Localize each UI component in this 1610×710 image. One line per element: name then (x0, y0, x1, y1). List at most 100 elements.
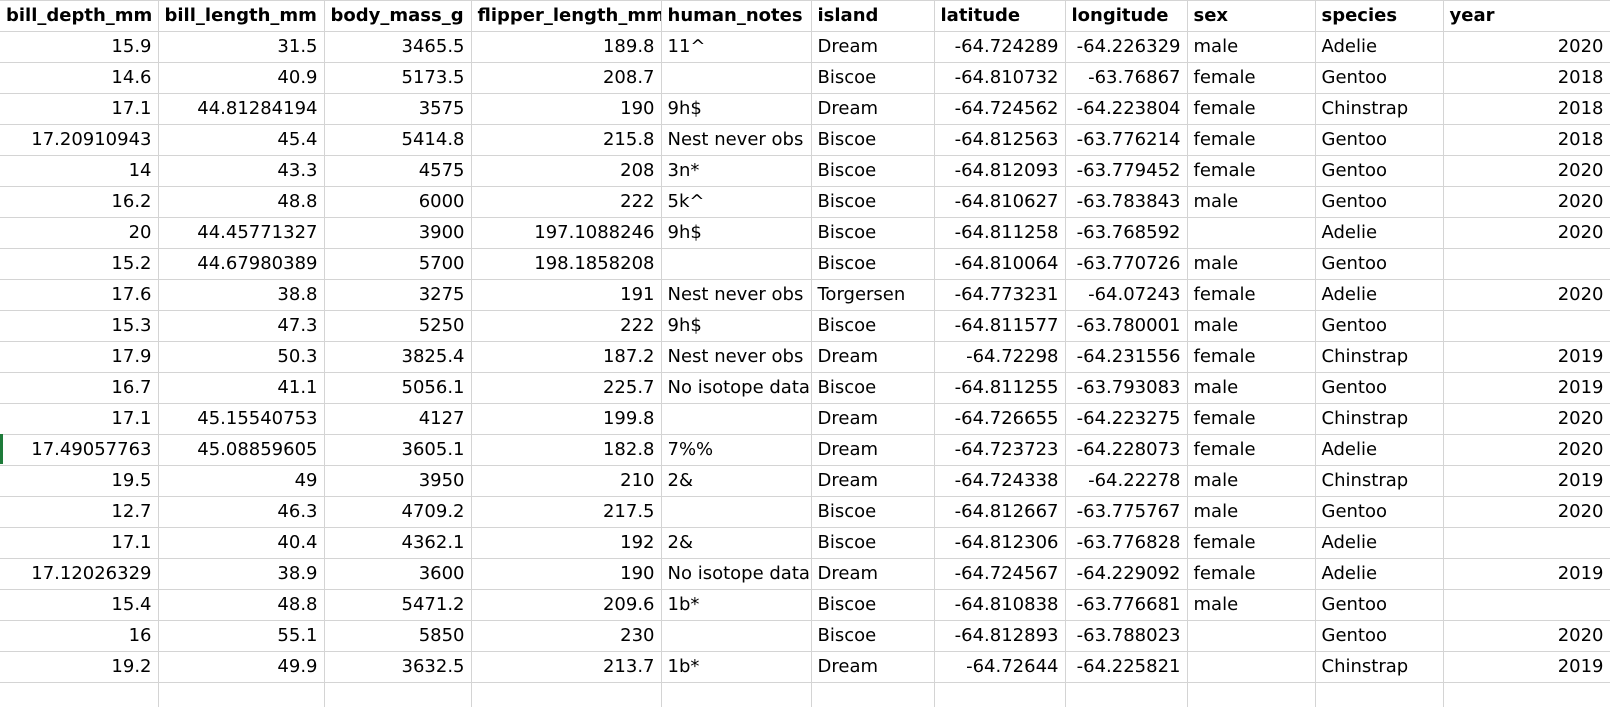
cell-flipper-length-mm[interactable]: 182.8 (471, 434, 662, 466)
cell-longitude[interactable]: -64.07243 (1065, 279, 1188, 311)
cell-latitude[interactable]: -64.724567 (934, 558, 1066, 590)
cell-human-notes[interactable]: 2& (661, 465, 812, 497)
cell-sex[interactable]: male (1187, 248, 1316, 280)
cell-species[interactable]: Gentoo (1315, 620, 1444, 652)
cell-body-mass-g[interactable]: 4362.1 (324, 527, 472, 559)
cell-longitude[interactable]: -64.226329 (1065, 31, 1188, 63)
cell-flipper-length-mm[interactable]: 198.1858208 (471, 248, 662, 280)
cell-bill-length-mm[interactable]: 44.67980389 (158, 248, 325, 280)
cell-bill-length-mm[interactable]: 50.3 (158, 341, 325, 373)
cell-island[interactable]: Dream (811, 651, 935, 683)
cell-year[interactable] (1443, 248, 1610, 280)
cell-bill-length-mm[interactable]: 45.15540753 (158, 403, 325, 435)
cell-bill-length-mm[interactable]: 40.4 (158, 527, 325, 559)
cell-island[interactable]: Biscoe (811, 496, 935, 528)
cell-sex[interactable]: female (1187, 279, 1316, 311)
cell-island[interactable]: Dream (811, 558, 935, 590)
cell-longitude[interactable]: -63.780001 (1065, 310, 1188, 342)
cell-longitude[interactable]: -64.228073 (1065, 434, 1188, 466)
column-header-bill-length-mm[interactable]: bill_length_mm (158, 0, 325, 32)
column-header-latitude[interactable]: latitude (934, 0, 1066, 32)
cell-bill-depth-mm[interactable]: 17.1 (0, 403, 159, 435)
cell-human-notes[interactable] (661, 248, 812, 280)
cell-year[interactable]: 2019 (1443, 465, 1610, 497)
cell-bill-depth-mm[interactable]: 15.3 (0, 310, 159, 342)
cell-latitude[interactable]: -64.811258 (934, 217, 1066, 249)
cell-body-mass-g[interactable]: 5056.1 (324, 372, 472, 404)
cell-longitude[interactable]: -63.779452 (1065, 155, 1188, 187)
cell-year[interactable]: 2019 (1443, 372, 1610, 404)
cell-longitude[interactable]: -64.22278 (1065, 465, 1188, 497)
cell-longitude[interactable]: -63.776681 (1065, 589, 1188, 621)
cell-body-mass-g[interactable]: 3465.5 (324, 31, 472, 63)
cell-year[interactable]: 2020 (1443, 186, 1610, 218)
column-header-human-notes[interactable]: human_notes (661, 0, 812, 32)
cell-longitude[interactable]: -63.776214 (1065, 124, 1188, 156)
cell-body-mass-g[interactable]: 3605.1 (324, 434, 472, 466)
cell-body-mass-g[interactable]: 3600 (324, 558, 472, 590)
empty-cell[interactable] (471, 682, 662, 707)
cell-body-mass-g[interactable]: 4127 (324, 403, 472, 435)
cell-year[interactable]: 2019 (1443, 558, 1610, 590)
cell-island[interactable]: Biscoe (811, 217, 935, 249)
cell-species[interactable]: Chinstrap (1315, 341, 1444, 373)
cell-island[interactable]: Biscoe (811, 155, 935, 187)
cell-body-mass-g[interactable]: 5700 (324, 248, 472, 280)
cell-latitude[interactable]: -64.812093 (934, 155, 1066, 187)
cell-species[interactable]: Adelie (1315, 434, 1444, 466)
cell-longitude[interactable]: -63.776828 (1065, 527, 1188, 559)
cell-human-notes[interactable]: 7%% (661, 434, 812, 466)
cell-bill-length-mm[interactable]: 46.3 (158, 496, 325, 528)
cell-island[interactable]: Torgersen (811, 279, 935, 311)
cell-sex[interactable] (1187, 651, 1316, 683)
cell-human-notes[interactable] (661, 620, 812, 652)
cell-body-mass-g[interactable]: 5173.5 (324, 62, 472, 94)
cell-human-notes[interactable] (661, 496, 812, 528)
cell-bill-length-mm[interactable]: 48.8 (158, 589, 325, 621)
cell-bill-depth-mm[interactable]: 12.7 (0, 496, 159, 528)
cell-sex[interactable]: female (1187, 62, 1316, 94)
cell-longitude[interactable]: -63.775767 (1065, 496, 1188, 528)
cell-bill-length-mm[interactable]: 48.8 (158, 186, 325, 218)
cell-human-notes[interactable] (661, 62, 812, 94)
cell-island[interactable]: Biscoe (811, 62, 935, 94)
cell-year[interactable]: 2020 (1443, 496, 1610, 528)
cell-sex[interactable]: female (1187, 93, 1316, 125)
cell-bill-length-mm[interactable]: 49 (158, 465, 325, 497)
cell-bill-depth-mm[interactable]: 17.1 (0, 527, 159, 559)
cell-flipper-length-mm[interactable]: 208 (471, 155, 662, 187)
cell-human-notes[interactable]: 1b* (661, 589, 812, 621)
cell-year[interactable]: 2018 (1443, 93, 1610, 125)
cell-flipper-length-mm[interactable]: 222 (471, 310, 662, 342)
cell-sex[interactable]: male (1187, 31, 1316, 63)
cell-body-mass-g[interactable]: 3632.5 (324, 651, 472, 683)
cell-human-notes[interactable] (661, 403, 812, 435)
cell-species[interactable]: Gentoo (1315, 589, 1444, 621)
cell-island[interactable]: Dream (811, 93, 935, 125)
cell-flipper-length-mm[interactable]: 197.1088246 (471, 217, 662, 249)
cell-flipper-length-mm[interactable]: 191 (471, 279, 662, 311)
cell-bill-depth-mm[interactable]: 17.12026329 (0, 558, 159, 590)
cell-bill-depth-mm[interactable]: 17.49057763 (0, 434, 159, 466)
cell-year[interactable]: 2020 (1443, 620, 1610, 652)
cell-species[interactable]: Chinstrap (1315, 465, 1444, 497)
cell-bill-depth-mm[interactable]: 15.4 (0, 589, 159, 621)
column-header-sex[interactable]: sex (1187, 0, 1316, 32)
cell-longitude[interactable]: -63.768592 (1065, 217, 1188, 249)
cell-species[interactable]: Adelie (1315, 279, 1444, 311)
cell-species[interactable]: Gentoo (1315, 186, 1444, 218)
cell-species[interactable]: Gentoo (1315, 372, 1444, 404)
cell-flipper-length-mm[interactable]: 215.8 (471, 124, 662, 156)
cell-human-notes[interactable]: 11^ (661, 31, 812, 63)
cell-island[interactable]: Biscoe (811, 620, 935, 652)
cell-body-mass-g[interactable]: 5850 (324, 620, 472, 652)
cell-bill-length-mm[interactable]: 41.1 (158, 372, 325, 404)
cell-flipper-length-mm[interactable]: 230 (471, 620, 662, 652)
column-header-island[interactable]: island (811, 0, 935, 32)
cell-year[interactable]: 2018 (1443, 62, 1610, 94)
cell-island[interactable]: Biscoe (811, 186, 935, 218)
cell-human-notes[interactable]: Nest never obs (661, 124, 812, 156)
cell-human-notes[interactable]: 5k^ (661, 186, 812, 218)
cell-bill-depth-mm[interactable]: 14.6 (0, 62, 159, 94)
empty-cell[interactable] (934, 682, 1066, 707)
